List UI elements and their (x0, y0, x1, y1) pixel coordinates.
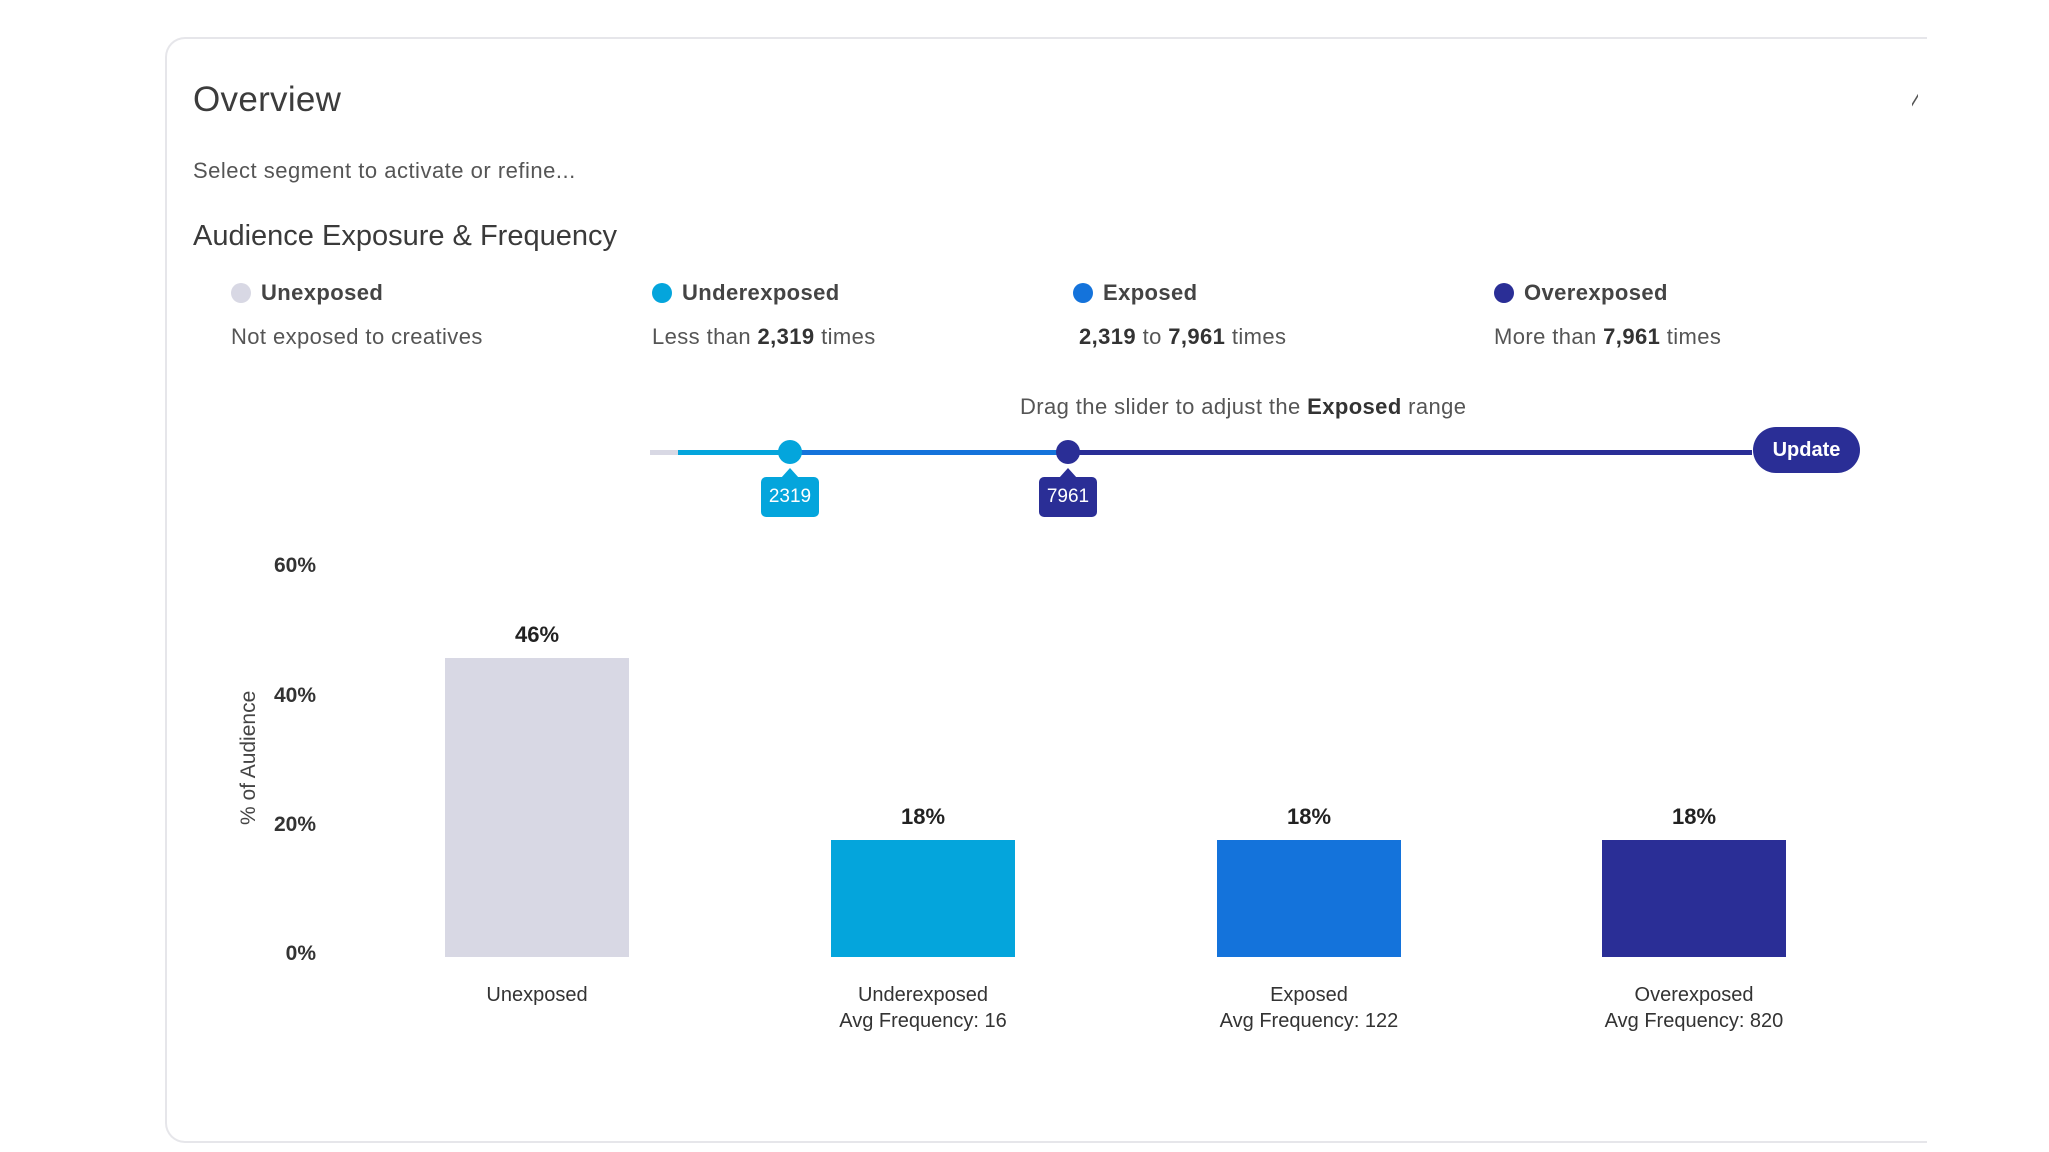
legend-item-overexposed: Overexposed More than 7,961 times (1494, 280, 1721, 350)
legend-description: Not exposed to creatives (231, 324, 483, 349)
slider-high-value-tooltip: 7961 (1039, 468, 1097, 517)
y-tick-label: 60% (273, 554, 316, 577)
overview-card (165, 37, 1927, 1143)
slider-track-overexposed[interactable] (1068, 450, 1752, 455)
section-title: Audience Exposure & Frequency (193, 220, 617, 252)
slider-low-value-tooltip: 2319 (761, 468, 819, 517)
x-category-name: Exposed (1270, 984, 1348, 1006)
slider-handle-high[interactable] (1056, 440, 1080, 464)
y-tick-label: 0% (285, 942, 316, 965)
x-category-name: Overexposed (1634, 984, 1754, 1006)
legend-label: Overexposed (1524, 280, 1668, 305)
truncated-header-icon: ⁄ (1912, 88, 1917, 118)
legend-item-underexposed: Underexposed Less than 2,319 times (652, 280, 876, 350)
slider-track-underexposed[interactable] (678, 450, 790, 455)
legend-description: Less than 2,319 times (652, 324, 876, 349)
y-axis-label: % of Audience (237, 690, 260, 825)
overexposed-dot-icon (1494, 283, 1514, 303)
x-category-label: Underexposed Avg Frequency: 16 (793, 982, 1053, 1034)
y-tick-label: 20% (273, 813, 316, 836)
legend-label: Unexposed (261, 280, 384, 305)
update-button[interactable]: Update (1753, 427, 1860, 473)
legend-item-exposed: Exposed 2,319 to 7,961 times (1073, 280, 1286, 350)
x-category-name: Underexposed (857, 984, 989, 1006)
bar-overexposed[interactable] (1602, 840, 1786, 957)
slider-track-unexposed[interactable] (650, 450, 678, 455)
x-category-avg-frequency: Avg Frequency: 122 (1219, 1010, 1399, 1032)
legend-label: Underexposed (682, 280, 840, 305)
bar-value-label: 46% (514, 622, 560, 647)
legend-description: More than 7,961 times (1494, 324, 1722, 349)
bar-exposed[interactable] (1217, 840, 1401, 957)
legend-description: 2,319 to 7,961 times (1079, 324, 1287, 349)
page-title: Overview (193, 80, 342, 119)
slider-handle-low[interactable] (778, 440, 802, 464)
bar-value-label: 18% (900, 804, 946, 829)
x-category-name: Unexposed (486, 984, 588, 1006)
slider-hint: Drag the slider to adjust the Exposed ra… (1020, 394, 1467, 419)
x-category-label: Overexposed Avg Frequency: 820 (1564, 982, 1824, 1034)
x-category-label: Exposed Avg Frequency: 122 (1179, 982, 1439, 1034)
bar-unexposed[interactable] (445, 658, 629, 957)
legend-item-unexposed: Unexposed Not exposed to creatives (231, 280, 483, 350)
underexposed-dot-icon (652, 283, 672, 303)
y-tick-label: 40% (273, 684, 316, 707)
x-category-label: Unexposed (407, 982, 667, 1008)
bar-value-label: 18% (1286, 804, 1332, 829)
unexposed-dot-icon (231, 283, 251, 303)
x-category-avg-frequency: Avg Frequency: 820 (1604, 1010, 1784, 1032)
legend-label: Exposed (1103, 280, 1198, 305)
slider-track-exposed[interactable] (790, 450, 1068, 455)
bar-value-label: 18% (1671, 804, 1717, 829)
page-subtitle: Select segment to activate or refine... (193, 158, 576, 183)
bar-underexposed[interactable] (831, 840, 1015, 957)
exposed-dot-icon (1073, 283, 1093, 303)
x-category-avg-frequency: Avg Frequency: 16 (839, 1010, 1007, 1032)
